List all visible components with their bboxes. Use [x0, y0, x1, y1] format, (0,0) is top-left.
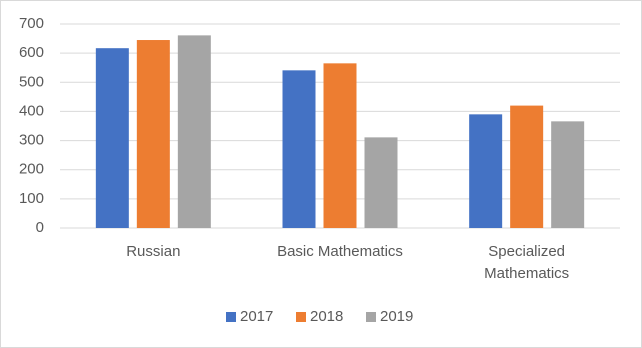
legend-label: 2018	[310, 308, 343, 325]
y-tick-label: 200	[19, 161, 44, 178]
bar	[95, 48, 129, 229]
bar	[364, 137, 398, 228]
bar	[510, 105, 544, 228]
y-tick-label: 600	[19, 44, 44, 61]
x-tick-label: Russian	[126, 243, 181, 260]
legend-label: 2017	[240, 308, 273, 325]
y-tick-label: 500	[19, 73, 44, 90]
y-tick-label: 100	[19, 190, 44, 207]
bar	[177, 35, 211, 228]
x-tick-label: Basic Mathematics	[277, 243, 403, 260]
bar	[469, 114, 503, 228]
bar	[136, 40, 170, 229]
y-tick-label: 400	[19, 102, 44, 119]
y-tick-label: 700	[19, 15, 44, 32]
y-tick-label: 0	[36, 219, 44, 236]
bar	[323, 63, 357, 228]
bar	[282, 70, 316, 228]
legend-swatch	[296, 312, 306, 322]
legend-label: 2019	[380, 308, 413, 325]
legend-swatch	[226, 312, 236, 322]
legend-swatch	[366, 312, 376, 322]
y-tick-label: 300	[19, 132, 44, 149]
x-tick-label: Specialized Mathematics	[484, 243, 570, 282]
bar	[551, 121, 585, 228]
